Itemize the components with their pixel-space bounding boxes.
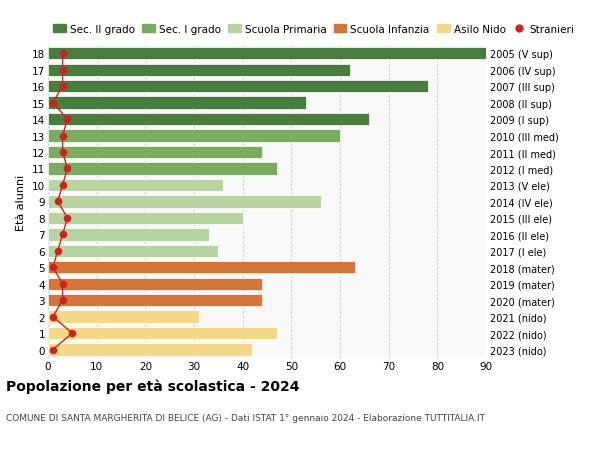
Bar xyxy=(48,130,340,142)
Bar xyxy=(48,311,199,323)
Point xyxy=(53,247,62,255)
Bar xyxy=(48,327,277,340)
Point xyxy=(68,330,77,337)
Point xyxy=(58,280,67,288)
Bar xyxy=(48,97,306,110)
Bar xyxy=(48,344,253,356)
Bar xyxy=(48,146,262,159)
Point xyxy=(58,231,67,239)
Bar xyxy=(48,48,496,60)
Bar xyxy=(48,114,369,126)
Text: Popolazione per età scolastica - 2024: Popolazione per età scolastica - 2024 xyxy=(6,379,299,393)
Point xyxy=(62,165,72,173)
Text: COMUNE DI SANTA MARGHERITA DI BELICE (AG) - Dati ISTAT 1° gennaio 2024 - Elabora: COMUNE DI SANTA MARGHERITA DI BELICE (AG… xyxy=(6,413,485,422)
Point xyxy=(62,215,72,222)
Point xyxy=(58,67,67,74)
Bar xyxy=(48,262,355,274)
Bar xyxy=(48,64,350,77)
Bar xyxy=(48,245,218,257)
Bar xyxy=(48,179,223,192)
Bar xyxy=(48,196,320,208)
Point xyxy=(62,116,72,123)
Bar xyxy=(48,212,242,224)
Bar xyxy=(48,278,262,290)
Legend: Sec. II grado, Sec. I grado, Scuola Primaria, Scuola Infanzia, Asilo Nido, Stran: Sec. II grado, Sec. I grado, Scuola Prim… xyxy=(53,24,575,34)
Point xyxy=(58,50,67,58)
Point xyxy=(58,83,67,90)
Bar xyxy=(48,81,428,93)
Point xyxy=(48,264,58,271)
Point xyxy=(58,149,67,157)
Point xyxy=(48,100,58,107)
Bar xyxy=(48,163,277,175)
Point xyxy=(58,297,67,304)
Bar xyxy=(48,294,262,307)
Point xyxy=(48,313,58,321)
Bar xyxy=(48,229,209,241)
Point xyxy=(53,198,62,206)
Point xyxy=(48,346,58,353)
Point xyxy=(58,182,67,189)
Point xyxy=(58,133,67,140)
Y-axis label: Età alunni: Età alunni xyxy=(16,174,26,230)
